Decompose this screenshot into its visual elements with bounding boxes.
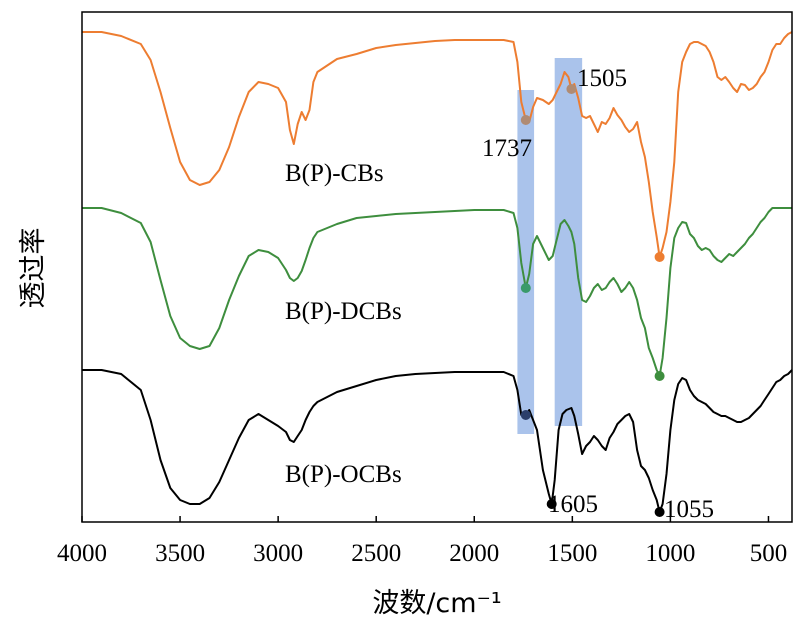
peak-marker-dcbs-1055	[654, 371, 665, 381]
series-label-cbs: B(P)-CBs	[285, 160, 384, 187]
x-tick-label: 1000	[645, 540, 695, 567]
highlight-bands	[517, 58, 583, 434]
x-tick-label: 2000	[449, 540, 499, 567]
peak-markers	[520, 84, 665, 517]
peak-marker-cbs-1505	[566, 84, 577, 94]
annotation-1055: 1055	[664, 496, 714, 523]
series-line-ocbs	[82, 369, 793, 513]
peak-marker-cbs-1055	[654, 252, 665, 262]
annotation-1605: 1605	[548, 491, 598, 518]
x-axis-title: 波数/cm⁻¹	[372, 588, 501, 619]
series-line-cbs	[82, 31, 793, 258]
series-line-dcbs	[82, 207, 792, 377]
series-label-ocbs: B(P)-OCBs	[285, 461, 402, 488]
x-tick-label: 3500	[155, 540, 205, 567]
x-tick-label: 2500	[351, 540, 401, 567]
x-axis-ticks: 4000 3500 3000 2500 2000 1500 1000 500	[57, 516, 787, 567]
peak-marker-ocbs-1737	[520, 410, 531, 420]
x-tick-label: 3000	[253, 540, 303, 567]
series-label-dcbs: B(P)-DCBs	[285, 298, 402, 325]
x-tick-label: 1500	[547, 540, 597, 567]
peak-marker-ocbs-1605	[546, 499, 557, 509]
highlight-band-2	[554, 58, 583, 426]
peak-marker-dcbs-1737	[520, 283, 531, 293]
highlight-band-1	[517, 90, 535, 434]
peak-marker-cbs-1737	[520, 115, 531, 125]
peak-marker-ocbs-1055	[654, 507, 665, 517]
y-axis-title: 透过率	[18, 228, 49, 309]
annotation-1505: 1505	[577, 65, 627, 92]
spectrum-lines	[82, 31, 793, 513]
plot-frame	[81, 11, 793, 523]
annotation-1737: 1737	[482, 135, 532, 162]
x-tick-label: 4000	[57, 540, 107, 567]
x-tick-label: 500	[750, 540, 788, 567]
